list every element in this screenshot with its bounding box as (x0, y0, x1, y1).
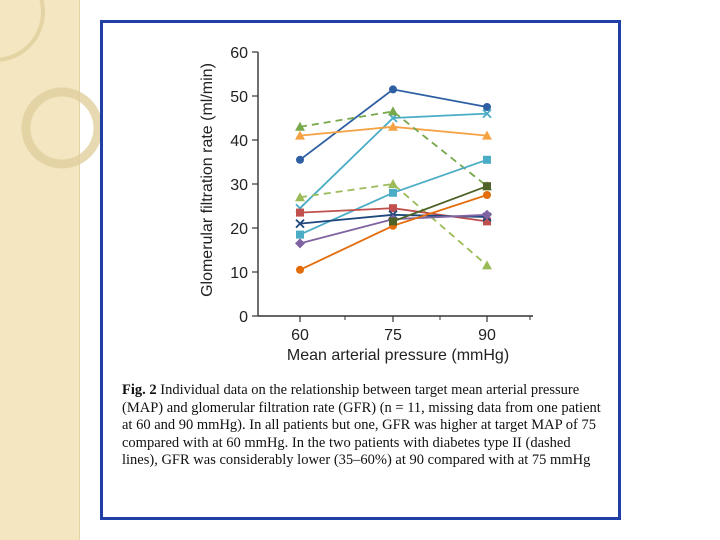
figure-caption-text: Individual data on the relationship betw… (122, 382, 601, 468)
chart-axes: 0 10 20 30 40 50 60 60 75 90 (230, 45, 533, 344)
y-tick-label: 50 (230, 89, 248, 106)
data-point (295, 130, 305, 140)
data-point (482, 260, 492, 270)
y-tick-label: 10 (230, 265, 248, 282)
data-point (295, 218, 305, 229)
data-point (295, 121, 305, 131)
data-point (482, 209, 492, 220)
y-tick-label: 0 (239, 309, 248, 326)
series-group (295, 121, 492, 140)
series-group (296, 85, 491, 164)
chart-series (295, 85, 492, 274)
data-point (389, 204, 397, 213)
decorative-circles (0, 0, 100, 169)
data-point (483, 155, 491, 164)
data-point (482, 130, 492, 140)
data-point (296, 208, 304, 217)
x-tick-label: 60 (291, 327, 309, 344)
data-point (295, 192, 305, 202)
data-point (295, 238, 305, 249)
series-line (299, 110, 488, 187)
figure-frame (100, 20, 621, 520)
x-axis-label: Mean arterial pressure (mmHg) (287, 347, 509, 364)
data-point (483, 182, 491, 191)
series-group (389, 182, 491, 226)
data-point (482, 108, 492, 119)
y-tick-label: 20 (230, 221, 248, 238)
data-point (296, 155, 304, 164)
y-tick-label: 30 (230, 177, 248, 194)
data-point (389, 188, 397, 197)
series-group (295, 179, 492, 270)
series-group (296, 191, 491, 274)
data-point (296, 230, 304, 239)
figure-caption: Fig. 2 Individual data on the relationsh… (122, 382, 610, 470)
data-point (483, 103, 491, 111)
data-point (388, 179, 398, 188)
data-point (483, 217, 491, 226)
data-point (296, 265, 304, 274)
data-point (389, 217, 397, 226)
y-tick-label: 60 (230, 45, 248, 62)
y-axis-label: Glomerular filtration rate (ml/min) (199, 63, 216, 297)
y-tick-label: 40 (230, 133, 248, 150)
data-point (483, 191, 491, 199)
x-tick-label: 90 (478, 327, 496, 344)
figure-label: Fig. 2 (122, 382, 157, 398)
data-point (388, 106, 398, 116)
series-line (392, 185, 488, 223)
x-tick-label: 75 (384, 327, 402, 344)
data-point (388, 121, 398, 131)
data-point (389, 85, 397, 94)
